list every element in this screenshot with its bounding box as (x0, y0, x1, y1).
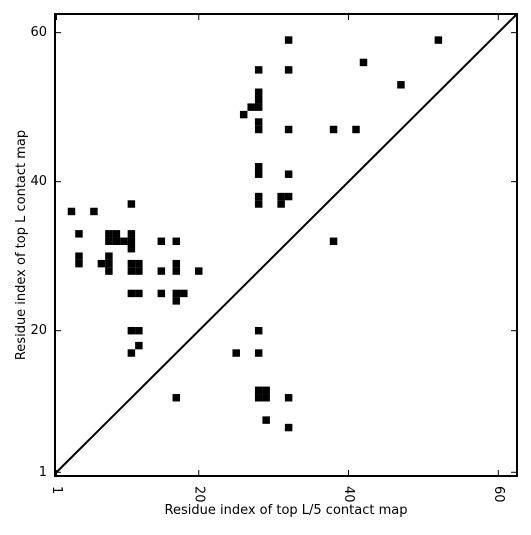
contact-point (254, 394, 263, 402)
contact-point (172, 259, 181, 268)
contact-point (135, 259, 143, 268)
contact-point (254, 386, 263, 395)
contact-point (75, 259, 83, 268)
contact-point (254, 118, 263, 126)
contact-point (105, 267, 113, 275)
contact-point (284, 170, 293, 178)
contact-point (135, 267, 143, 275)
contact-point (254, 88, 263, 96)
contact-point (67, 207, 76, 216)
y-axis-label: Residue index of top L contact map (14, 130, 29, 360)
contact-point (254, 95, 263, 104)
contact-point (172, 289, 181, 298)
contact-point (127, 326, 136, 335)
contact-point (180, 289, 188, 298)
contact-point (239, 110, 248, 119)
contact-point (127, 289, 136, 298)
contact-point (254, 170, 263, 178)
contact-point (284, 394, 293, 402)
contact-point (105, 259, 113, 268)
contact-point (172, 394, 181, 402)
points-layer (67, 36, 443, 432)
contact-point (284, 125, 293, 134)
x-tick-label: 40 (341, 486, 356, 503)
contact-point (97, 259, 106, 268)
contact-point (105, 230, 113, 238)
contact-point (359, 58, 368, 67)
contact-point (75, 252, 83, 260)
contact-point (254, 192, 263, 201)
y-tick-label: 20 (30, 323, 47, 338)
contact-point (329, 237, 338, 245)
contact-point (434, 36, 443, 44)
contact-point (262, 394, 270, 402)
contact-point (105, 237, 113, 245)
contact-point (135, 341, 143, 350)
contact-point (105, 252, 113, 260)
contact-point (262, 386, 270, 395)
contact-point (254, 103, 263, 111)
contact-point (127, 259, 136, 268)
contact-point (75, 230, 83, 238)
contact-point (254, 326, 263, 335)
contact-point (172, 267, 181, 275)
contact-point (157, 237, 166, 245)
x-tick-label: 20 (191, 486, 206, 503)
contact-point (127, 349, 136, 357)
x-tick-label: 60 (491, 486, 506, 503)
contact-point (195, 267, 203, 275)
contact-point (127, 200, 136, 208)
ticks-layer: 1 20 40 60 1 20 40 60 (30, 14, 517, 503)
contact-point (90, 207, 98, 216)
contact-point (254, 349, 263, 357)
contact-point (284, 192, 293, 201)
contact-point (254, 163, 263, 171)
contact-point (135, 289, 143, 298)
contact-point (284, 423, 293, 432)
contact-point (157, 289, 166, 298)
contact-point (329, 125, 338, 134)
contact-point (172, 297, 181, 305)
contact-point (254, 66, 263, 74)
y-tick-label: 40 (30, 174, 47, 189)
contact-point (397, 81, 405, 89)
y-tick-label: 60 (30, 25, 47, 40)
contact-point (277, 200, 285, 208)
contact-point (112, 237, 121, 245)
contact-point (284, 66, 293, 74)
contact-point (254, 200, 263, 208)
contact-point (232, 349, 240, 357)
contact-point (254, 125, 263, 134)
contact-point (172, 237, 181, 245)
contact-point (120, 237, 128, 245)
contact-point (127, 245, 136, 253)
contact-point (135, 326, 143, 335)
plot-frame (54, 13, 518, 477)
contact-point (127, 237, 136, 245)
x-axis-label: Residue index of top L/5 contact map (165, 503, 408, 518)
contact-point (157, 267, 166, 275)
y-tick-label: 1 (39, 465, 47, 480)
contact-point (112, 230, 121, 238)
contact-point (352, 125, 360, 134)
diagonal-line (54, 13, 518, 475)
x-tick-label: 1 (49, 486, 64, 494)
contact-point (284, 36, 293, 44)
contact-point (277, 192, 285, 201)
contact-point (127, 230, 136, 238)
contact-point (247, 103, 255, 111)
contact-point (262, 416, 270, 424)
contact-point (127, 267, 136, 275)
